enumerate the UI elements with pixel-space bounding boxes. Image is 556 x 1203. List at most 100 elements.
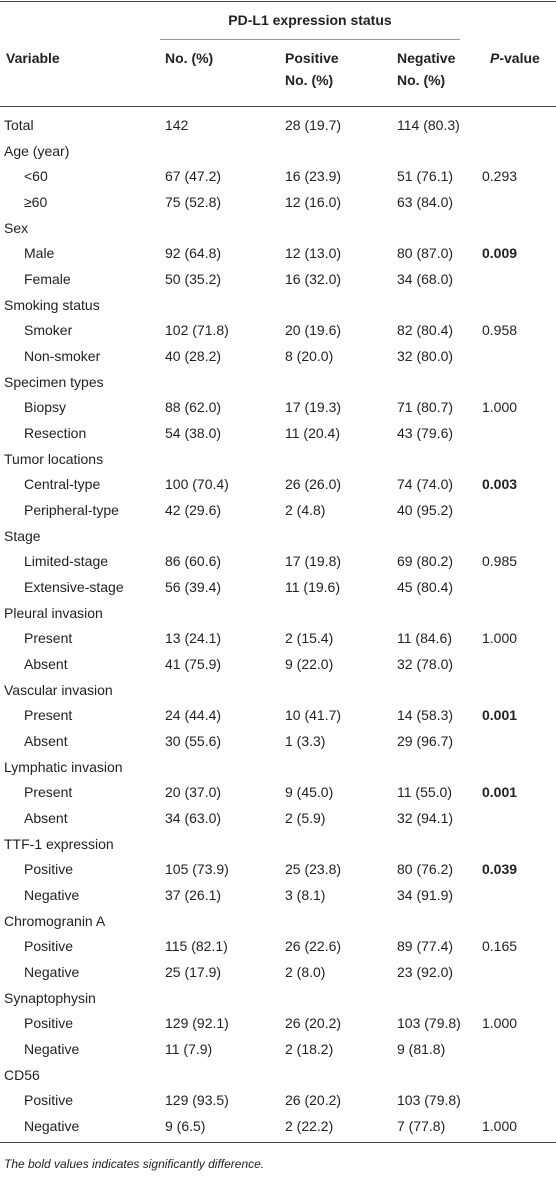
cell-negative: 29 (96.7) — [397, 733, 454, 750]
header-rule — [0, 106, 556, 107]
row-sublabel: ≥60 — [24, 194, 48, 210]
cell-negative: 32 (80.0) — [397, 348, 454, 365]
row-sublabel: Central-type — [24, 476, 101, 493]
cell-positive: 12 (16.0) — [285, 194, 342, 210]
row-label: Age (year) — [4, 142, 70, 159]
row-label: Pleural invasion — [4, 604, 103, 621]
cell-p-value: 1.000 — [482, 399, 518, 416]
cell-p-value: 0.003 — [482, 476, 518, 493]
row-sublabel: Resection — [24, 425, 87, 442]
cell-negative: 34 (68.0) — [397, 271, 454, 288]
cell-p-value: 0.039 — [482, 861, 518, 878]
cell-no: 100 (70.4) — [165, 476, 229, 493]
cell-no: 75 (52.8) — [165, 194, 222, 210]
cell-no: 11 (7.9) — [165, 1041, 213, 1058]
cell-positive: 25 (23.8) — [285, 861, 342, 878]
cell-negative: 74 (74.0) — [397, 476, 454, 493]
group-rule — [160, 39, 460, 40]
cell-negative: 14 (58.3) — [397, 707, 454, 724]
cell-no: 24 (44.4) — [165, 707, 222, 724]
row-sublabel: Limited-stage — [24, 553, 109, 570]
cell-negative: 11 (84.6) — [397, 630, 452, 647]
cell-positive: 1 (3.3) — [285, 733, 326, 750]
row-label: Stage — [4, 527, 41, 544]
row-sublabel: Negative — [24, 964, 80, 981]
cell-no: 25 (17.9) — [165, 964, 222, 981]
cell-positive: 3 (8.1) — [285, 887, 326, 904]
cell-negative: 69 (80.2) — [397, 553, 454, 570]
row-label: Total — [4, 117, 34, 133]
cell-no: 92 (64.8) — [165, 245, 222, 262]
cell-positive: 12 (13.0) — [285, 245, 342, 262]
row-sublabel: Positive — [24, 1015, 74, 1032]
row-sublabel: <60 — [24, 168, 48, 185]
bottom-rule — [0, 1142, 556, 1143]
row-sublabel: Present — [24, 630, 73, 647]
cell-negative: 32 (78.0) — [397, 656, 454, 673]
cell-positive: 10 (41.7) — [285, 707, 342, 724]
cell-p-value: 1.000 — [482, 630, 518, 647]
cell-negative: 63 (84.0) — [397, 194, 454, 210]
cell-p-value: 0.985 — [482, 553, 518, 570]
cell-negative: 103 (79.8) — [397, 1015, 461, 1032]
cell-no: 129 (93.5) — [165, 1092, 229, 1109]
row-label: TTF-1 expression — [4, 835, 114, 852]
cell-negative: 114 (80.3) — [397, 117, 460, 133]
row-label: Lymphatic invasion — [4, 758, 123, 775]
top-rule — [0, 1, 556, 2]
cell-negative: 71 (80.7) — [397, 399, 454, 416]
cell-positive: 9 (45.0) — [285, 784, 334, 801]
cell-positive: 26 (22.6) — [285, 938, 342, 955]
cell-positive: 11 (19.6) — [285, 579, 340, 596]
cell-negative: 7 (77.8) — [397, 1118, 446, 1135]
footnote: The bold values indicates significantly … — [4, 1157, 265, 1171]
row-sublabel: Positive — [24, 938, 74, 955]
group-header: PD-L1 expression status — [228, 12, 392, 28]
cell-p-value: 0.001 — [482, 707, 518, 724]
cell-no: 34 (63.0) — [165, 810, 222, 827]
column-header: Negative — [397, 50, 456, 66]
cell-negative: 11 (55.0) — [397, 784, 452, 801]
cell-p-value: 0.958 — [482, 322, 518, 339]
cell-positive: 17 (19.3) — [285, 399, 342, 416]
row-sublabel: Positive — [24, 861, 74, 878]
row-label: Chromogranin A — [4, 912, 106, 929]
cell-positive: 2 (15.4) — [285, 630, 334, 647]
cell-no: 56 (39.4) — [165, 579, 222, 596]
column-header: No. (%) — [165, 50, 214, 66]
cell-negative: 51 (76.1) — [397, 168, 454, 185]
cell-positive: 26 (26.0) — [285, 476, 342, 493]
cell-no: 88 (62.0) — [165, 399, 222, 416]
row-label: Specimen types — [4, 373, 104, 390]
column-header: Variable — [6, 50, 60, 66]
cell-no: 30 (55.6) — [165, 733, 222, 750]
row-sublabel: Female — [24, 271, 71, 288]
row-sublabel: Negative — [24, 1118, 80, 1135]
row-label: Sex — [4, 219, 29, 236]
cell-no: 42 (29.6) — [165, 502, 222, 519]
cell-p-value: 0.165 — [482, 938, 518, 955]
row-label: Synaptophysin — [4, 989, 96, 1006]
cell-positive: 2 (5.9) — [285, 810, 326, 827]
row-label: Smoking status — [4, 296, 100, 313]
cell-no: 20 (37.0) — [165, 784, 222, 801]
cell-positive: 26 (20.2) — [285, 1015, 342, 1032]
cell-no: 102 (71.8) — [165, 322, 229, 339]
cell-negative: 82 (80.4) — [397, 322, 454, 339]
cell-positive: 20 (19.6) — [285, 322, 342, 339]
row-sublabel: Smoker — [24, 322, 73, 339]
row-label: Vascular invasion — [4, 681, 113, 698]
column-header-text: -value — [499, 50, 540, 66]
cell-positive: 8 (20.0) — [285, 348, 334, 365]
cell-positive: 9 (22.0) — [285, 656, 334, 673]
cell-no: 37 (26.1) — [165, 887, 222, 904]
row-sublabel: Biopsy — [24, 399, 67, 416]
cell-positive: 16 (23.9) — [285, 168, 342, 185]
row-sublabel: Absent — [24, 810, 68, 827]
cell-p-value: 1.000 — [482, 1118, 518, 1135]
row-sublabel: Negative — [24, 887, 80, 904]
row-sublabel: Negative — [24, 1041, 80, 1058]
column-header: P-value — [490, 49, 540, 67]
cell-negative: 40 (95.2) — [397, 502, 454, 519]
row-sublabel: Positive — [24, 1092, 74, 1109]
